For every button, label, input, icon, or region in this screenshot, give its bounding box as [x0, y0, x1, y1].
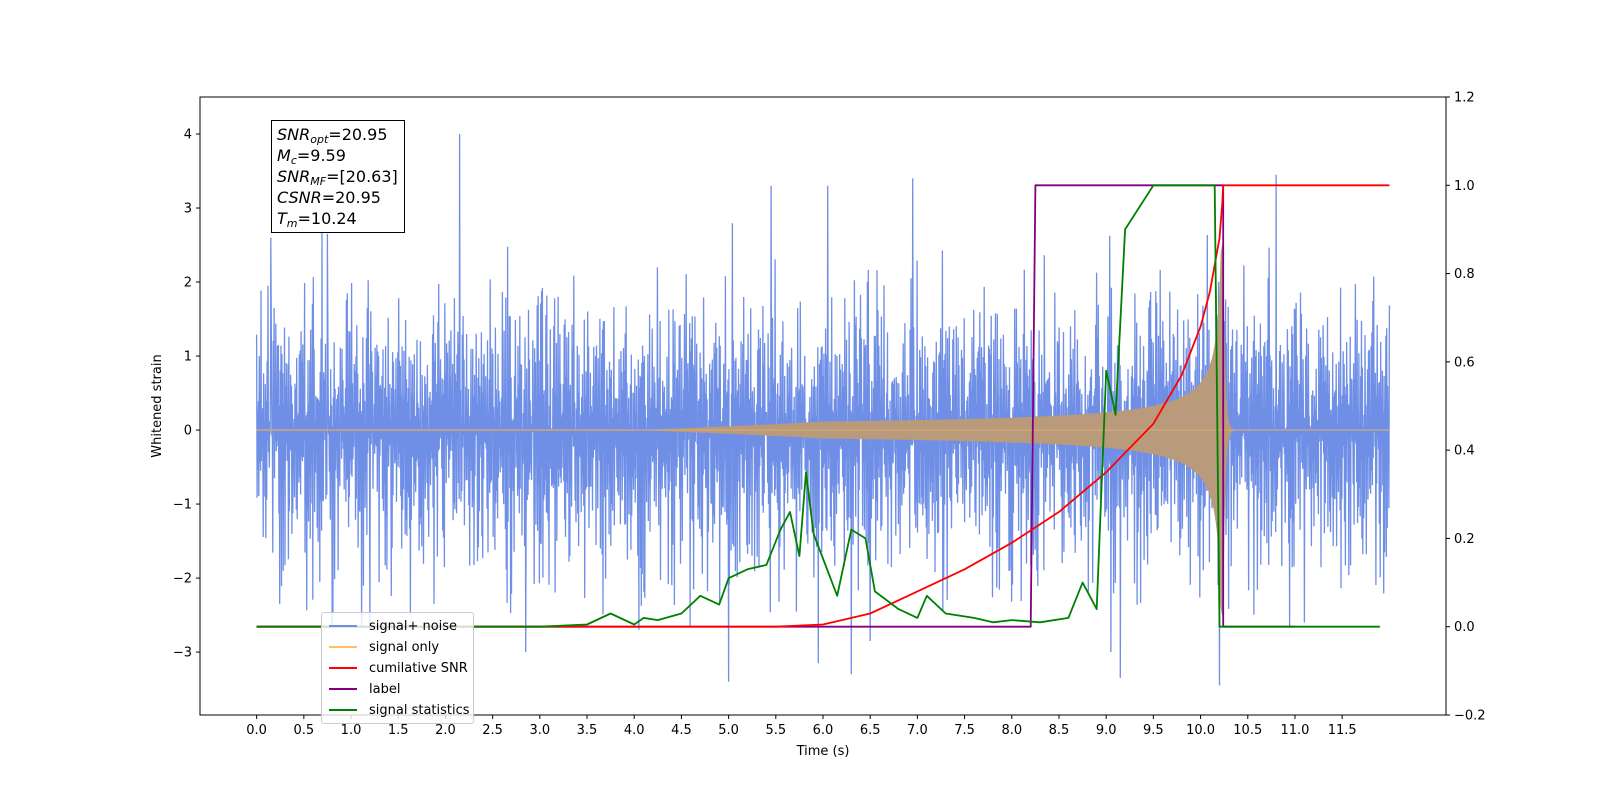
x-tick-label: 10.5 — [1233, 723, 1262, 738]
legend: signal+ noise signal only cumilative SNR… — [321, 612, 474, 724]
y2-tick-label: 0.0 — [1454, 620, 1475, 635]
legend-label: cumilative SNR — [369, 660, 468, 676]
x-tick-label: 1.5 — [388, 723, 409, 738]
legend-swatch — [329, 688, 357, 690]
x-tick-label: 9.5 — [1143, 723, 1164, 738]
y2-tick-label: 1.2 — [1454, 91, 1475, 106]
series-signal-noise — [255, 133, 1391, 686]
x-tick-label: 9.0 — [1096, 723, 1117, 738]
x-tick-label: 8.0 — [1001, 723, 1022, 738]
legend-entry-signal-only: signal only — [329, 637, 439, 657]
y2-tick-label: 0.4 — [1454, 444, 1475, 459]
x-tick-label: 11.5 — [1328, 723, 1357, 738]
annotation-box: SNRopt=20.95 Mc=9.59 SNRMF=[20.63] CSNR=… — [271, 120, 405, 233]
y-axis-left: −3 −2 −1 0 1 2 3 4 — [173, 128, 200, 661]
x-tick-label: 8.5 — [1049, 723, 1070, 738]
x-tick-label: 0.0 — [246, 723, 267, 738]
y2-tick-label: 0.2 — [1454, 532, 1475, 547]
x-tick-label: 0.5 — [293, 723, 314, 738]
x-tick-label: 11.0 — [1280, 723, 1309, 738]
y2-tick-label: 1.0 — [1454, 179, 1475, 194]
y2-tick-label: 0.8 — [1454, 267, 1475, 282]
legend-swatch — [329, 625, 357, 627]
x-axis: 0.0 0.5 1.0 1.5 2.0 2.5 3.0 3.5 4.0 4.5 5.0 5.5 6.0 6… — [246, 715, 1357, 738]
x-tick-label: 6.0 — [813, 723, 834, 738]
annotation-csnr: CSNR=20.95 — [277, 188, 381, 207]
legend-entry-cumulative-snr: cumilative SNR — [329, 658, 468, 678]
x-tick-label: 3.0 — [529, 723, 550, 738]
x-tick-label: 5.0 — [718, 723, 739, 738]
y-tick-label: 3 — [184, 202, 192, 217]
y-tick-label: 1 — [184, 350, 192, 365]
x-tick-label: 4.5 — [671, 723, 692, 738]
x-tick-label: 1.0 — [341, 723, 362, 738]
y-tick-label: −3 — [173, 646, 192, 661]
legend-swatch — [329, 667, 357, 669]
x-tick-label: 5.5 — [765, 723, 786, 738]
x-tick-label: 4.0 — [624, 723, 645, 738]
annotation-snr-mf: SNRMF=[20.63] — [277, 167, 398, 188]
x-tick-label: 3.5 — [577, 723, 598, 738]
legend-entry-label: label — [329, 679, 400, 699]
annotation-tm: Tm=10.24 — [277, 209, 357, 230]
legend-swatch — [329, 646, 357, 648]
legend-entry-signal-noise: signal+ noise — [329, 616, 457, 636]
y-axis-right: −0.2 0.0 0.2 0.4 0.6 0.8 1.0 1.2 — [1446, 91, 1486, 724]
x-tick-label: 2.5 — [482, 723, 503, 738]
x-tick-label: 10.0 — [1186, 723, 1215, 738]
x-tick-label: 6.5 — [860, 723, 881, 738]
legend-label: label — [369, 681, 401, 697]
y-tick-label: 0 — [184, 424, 192, 439]
y-axis-label: Whitened strain — [150, 354, 165, 457]
y-tick-label: 2 — [184, 276, 192, 291]
series-layer — [255, 133, 1391, 686]
legend-label: signal statistics — [369, 702, 470, 718]
y-tick-label: −1 — [173, 498, 192, 513]
series-signal-statistics — [256, 184, 1380, 628]
legend-entry-signal-statistics: signal statistics — [329, 700, 470, 720]
y-tick-label: −2 — [173, 572, 192, 587]
x-axis-label: Time (s) — [796, 744, 850, 759]
x-tick-label: 7.0 — [907, 723, 928, 738]
series-cumulative-snr — [256, 184, 1390, 628]
annotation-snr-opt: SNRopt=20.95 — [277, 125, 388, 146]
y-tick-label: 4 — [184, 128, 192, 143]
legend-label: signal+ noise — [369, 618, 458, 634]
legend-swatch — [329, 709, 357, 711]
legend-label: signal only — [369, 639, 440, 655]
y2-tick-label: 0.6 — [1454, 355, 1475, 370]
x-tick-label: 7.5 — [954, 723, 975, 738]
y2-tick-label: −0.2 — [1454, 709, 1486, 724]
x-tick-label: 2.0 — [435, 723, 456, 738]
annotation-mc: Mc=9.59 — [277, 146, 346, 167]
